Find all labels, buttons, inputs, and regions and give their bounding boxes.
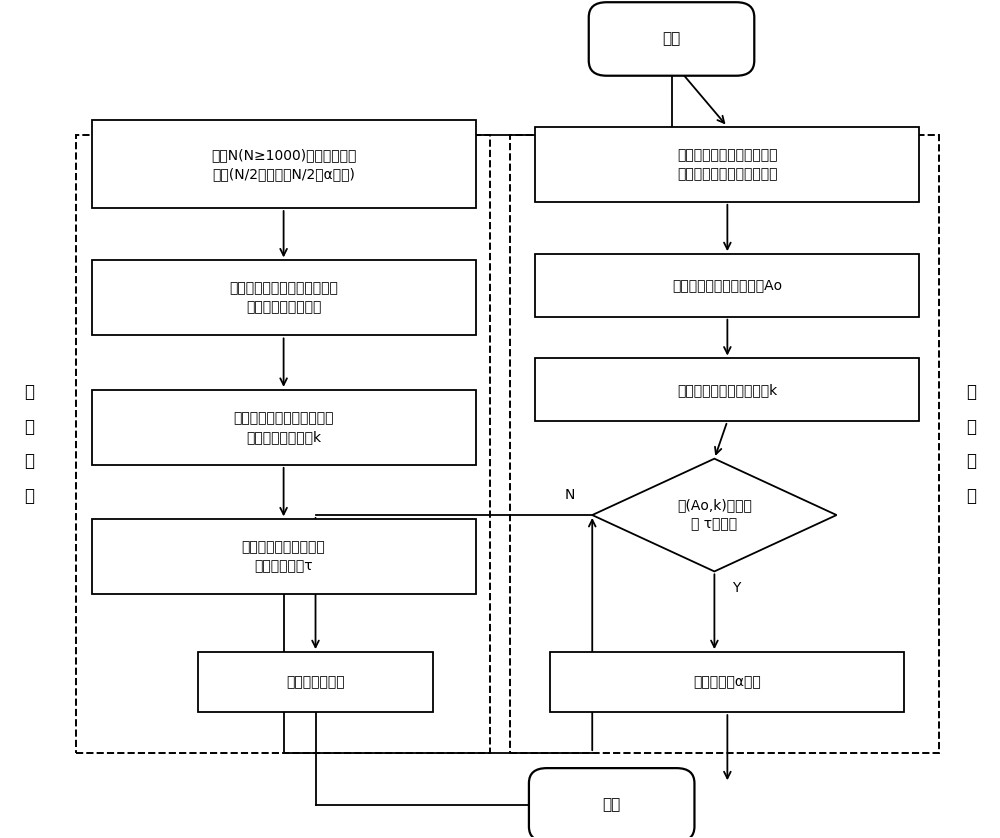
FancyBboxPatch shape [92, 261, 476, 335]
Text: 甄
别
过
程: 甄 别 过 程 [966, 383, 976, 505]
Text: 计算脉冲信号的频率比値k: 计算脉冲信号的频率比値k [677, 383, 777, 396]
FancyBboxPatch shape [535, 254, 919, 317]
FancyBboxPatch shape [198, 652, 433, 712]
FancyBboxPatch shape [92, 121, 476, 208]
Text: 将未知类型粒子射入全耗尽
型硅探测器，获取脉冲信号: 将未知类型粒子射入全耗尽 型硅探测器，获取脉冲信号 [677, 147, 778, 181]
Text: 粒子判定为质子: 粒子判定为质子 [286, 675, 345, 689]
Text: 学
习
过
程: 学 习 过 程 [24, 383, 34, 505]
FancyBboxPatch shape [529, 768, 694, 838]
Text: 结束: 结束 [603, 798, 621, 812]
Text: 开始: 开始 [662, 32, 681, 46]
Text: 将所有粒子射入全耗尽型硅探
测器，获取脉冲信号: 将所有粒子射入全耗尽型硅探 测器，获取脉冲信号 [229, 282, 338, 314]
FancyBboxPatch shape [589, 3, 754, 75]
Text: 记录脉冲信号的波峰幅値，
并计算其频率比値k: 记录脉冲信号的波峰幅値， 并计算其频率比値k [233, 411, 334, 444]
Text: Y: Y [732, 582, 741, 596]
Text: 选取N(N≥1000)个已知类型的
粒子(N/2个质子和N/2个α粒子): 选取N(N≥1000)个已知类型的 粒子(N/2个质子和N/2个α粒子) [211, 147, 356, 181]
Text: N: N [565, 488, 575, 502]
FancyBboxPatch shape [550, 652, 904, 712]
Text: 点(Aᴏ,k)位于直
线 τ的上方: 点(Aᴏ,k)位于直 线 τ的上方 [677, 499, 752, 531]
Text: 粒子判定为α粒子: 粒子判定为α粒子 [693, 675, 761, 689]
FancyBboxPatch shape [535, 127, 919, 202]
FancyBboxPatch shape [535, 359, 919, 421]
Text: 作出脉冲散点图，确定
判别门限直线τ: 作出脉冲散点图，确定 判别门限直线τ [242, 541, 325, 573]
FancyBboxPatch shape [92, 520, 476, 594]
FancyBboxPatch shape [92, 390, 476, 465]
Text: 记录脉冲信号的波峰幅値Aᴏ: 记录脉冲信号的波峰幅値Aᴏ [672, 278, 782, 292]
Polygon shape [592, 458, 837, 572]
